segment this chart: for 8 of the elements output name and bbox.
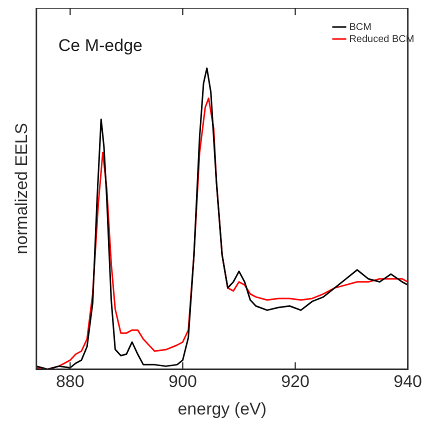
x-tick-label: 920 bbox=[281, 372, 310, 392]
x-axis-title: energy (eV) bbox=[178, 399, 267, 418]
x-tick-label: 880 bbox=[56, 372, 84, 392]
x-tick-label: 900 bbox=[168, 372, 197, 392]
legend-label: BCM bbox=[349, 22, 372, 33]
x-tick-label: 940 bbox=[394, 372, 422, 392]
text: Ce M-edge bbox=[58, 36, 143, 56]
y-axis-title: normalized EELS bbox=[12, 122, 31, 254]
